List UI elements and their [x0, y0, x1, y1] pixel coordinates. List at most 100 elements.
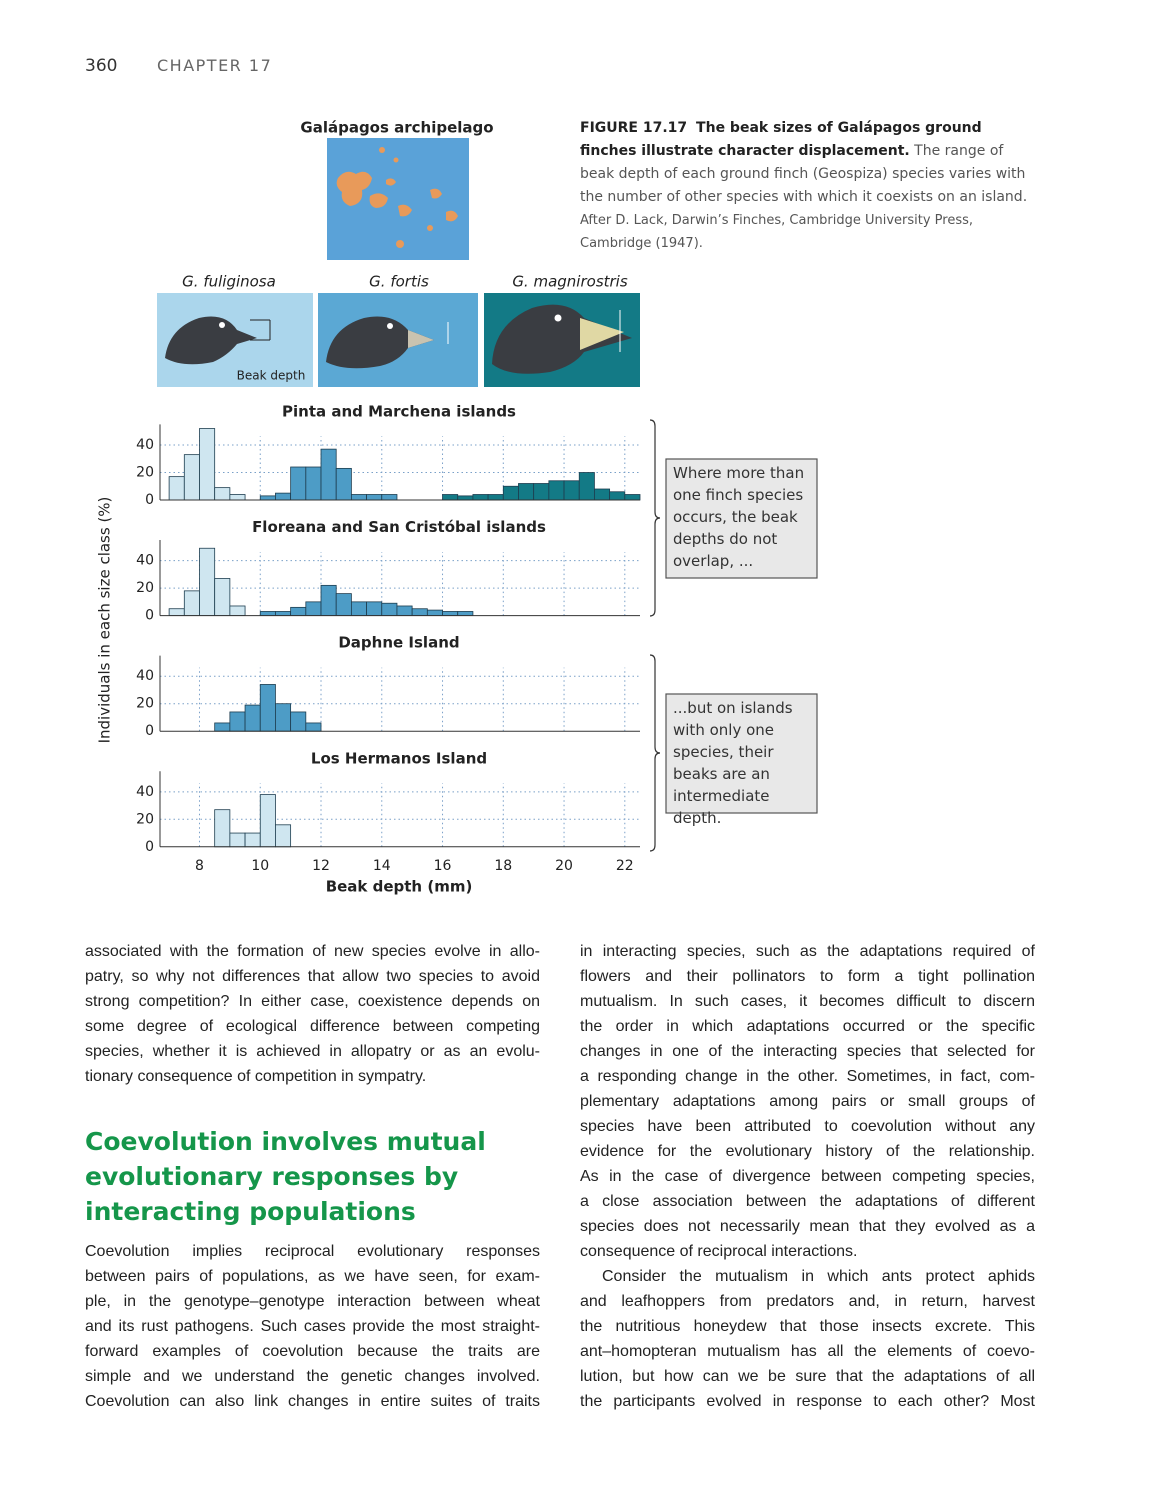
- text-line: forward examples of coevolution because …: [85, 1343, 540, 1360]
- y-tick-label: 40: [136, 784, 154, 800]
- page-number: 360: [85, 56, 118, 76]
- bar: [214, 578, 231, 616]
- text-line: changes in one of the interacting specie…: [580, 1043, 1035, 1060]
- bar: [290, 711, 307, 732]
- text-line: species does not necessarily mean that t…: [580, 1218, 1035, 1235]
- panel-title: Floreana and San Cristóbal islands: [252, 518, 546, 536]
- text-line: ant–homopteran mutualism has all the ele…: [580, 1343, 1035, 1360]
- bar: [457, 495, 474, 501]
- text-line: tionary consequence of competition in sy…: [85, 1068, 427, 1085]
- bar: [487, 494, 504, 501]
- section-heading: interacting populations: [85, 1197, 416, 1226]
- bar: [411, 608, 428, 617]
- text-line: evidence for the evolutionary history of…: [580, 1143, 1035, 1160]
- bar: [335, 593, 352, 617]
- callout: Where more than one finch species occurs…: [673, 464, 805, 570]
- y-tick-label: 0: [145, 723, 154, 739]
- brackets: [649, 419, 818, 852]
- x-tick-label: 22: [616, 858, 634, 874]
- bar: [168, 476, 185, 501]
- bar: [183, 454, 200, 501]
- bar: [259, 794, 276, 848]
- bar: [442, 611, 459, 617]
- section-heading: Coevolution involves mutual: [85, 1127, 486, 1156]
- y-axis-label: Individuals in each size class (%): [96, 497, 114, 744]
- y-tick-label: 0: [145, 492, 154, 508]
- bar: [457, 611, 474, 617]
- text-line: a close association between the adaptati…: [580, 1193, 1035, 1210]
- bar: [548, 480, 565, 501]
- text-line: and its rust pathogens. Such cases provi…: [85, 1318, 540, 1335]
- bar: [305, 466, 322, 501]
- bar: [290, 466, 307, 501]
- text-line: simple and we understand the genetic cha…: [85, 1368, 540, 1385]
- bar: [199, 547, 216, 616]
- bar: [366, 601, 383, 617]
- text-line: a responding change in the other. Someti…: [580, 1068, 1035, 1085]
- y-tick-label: 40: [136, 668, 154, 684]
- text-line: in interacting species, such as the adap…: [580, 943, 1035, 960]
- x-tick-label: 8: [195, 858, 204, 874]
- x-tick-label: 10: [251, 858, 269, 874]
- bird-panels: [157, 293, 640, 387]
- bar: [502, 485, 519, 501]
- bar: [168, 608, 185, 617]
- text-line: Consider the mutualism in which ants pro…: [602, 1268, 1035, 1285]
- text-line: the participants evolved in response to …: [580, 1393, 1035, 1410]
- bar: [366, 494, 383, 501]
- bar: [214, 487, 231, 501]
- bar: [183, 590, 200, 616]
- species-label: G. fuliginosa: [182, 273, 276, 291]
- text-line: patry, so why not differences that allow…: [85, 968, 540, 985]
- text-line: ple, in the genotype–genotype interactio…: [85, 1293, 540, 1310]
- text-line: associated with the formation of new spe…: [85, 943, 540, 960]
- bar: [335, 467, 352, 501]
- bar: [320, 448, 337, 501]
- bar: [199, 428, 216, 501]
- chapter-label: CHAPTER 17: [157, 56, 273, 75]
- x-tick-label: 12: [312, 858, 330, 874]
- text-line: Coevolution can also link changes in ent…: [85, 1393, 540, 1410]
- bar: [381, 602, 398, 616]
- text-line: consequence of reciprocal interactions.: [580, 1243, 858, 1260]
- figure: Galápagos archipelago: [96, 119, 818, 895]
- bar: [229, 494, 246, 501]
- bar: [472, 494, 489, 501]
- y-tick-label: 40: [136, 437, 154, 453]
- bar: [624, 494, 641, 501]
- bar: [229, 711, 246, 732]
- x-tick-label: 18: [494, 858, 512, 874]
- panel-title: Los Hermanos Island: [311, 749, 487, 767]
- bar: [305, 601, 322, 617]
- x-tick-label: 20: [555, 858, 573, 874]
- text-line: the order in which adaptations occurred …: [580, 1018, 1035, 1035]
- bar: [259, 495, 276, 501]
- bar: [426, 609, 443, 616]
- text-line: As in the case of divergence between com…: [580, 1168, 1035, 1185]
- panel-title: Daphne Island: [338, 634, 459, 652]
- bar: [350, 601, 367, 617]
- bar: [275, 703, 292, 732]
- text-line: and leafhoppers from predators and, in r…: [580, 1293, 1035, 1310]
- map-label: Galápagos archipelago: [300, 119, 493, 137]
- bar: [518, 483, 535, 501]
- bar: [609, 491, 626, 501]
- bar: [229, 605, 246, 617]
- caption-title: The beak sizes of Galápagos ground finch…: [580, 120, 982, 159]
- bar: [578, 472, 595, 501]
- text-line: some degree of ecological difference bet…: [85, 1018, 540, 1035]
- text-line: plementary adaptations among pairs or sm…: [580, 1093, 1035, 1110]
- bar: [563, 480, 580, 501]
- text-line: lution, but how can we be sure that the …: [580, 1368, 1035, 1385]
- bar: [442, 494, 459, 501]
- text-line: species have been attributed to coevolut…: [580, 1118, 1035, 1135]
- species-label: G. fortis: [369, 273, 429, 291]
- x-tick-label: 14: [373, 858, 391, 874]
- bar: [320, 584, 337, 616]
- figure-caption: FIGURE 17.17 The beak sizes of Galápagos…: [580, 117, 1038, 255]
- section-heading: evolutionary responses by: [85, 1162, 459, 1191]
- bar: [244, 704, 261, 732]
- y-tick-label: 40: [136, 553, 154, 569]
- bar: [350, 494, 367, 501]
